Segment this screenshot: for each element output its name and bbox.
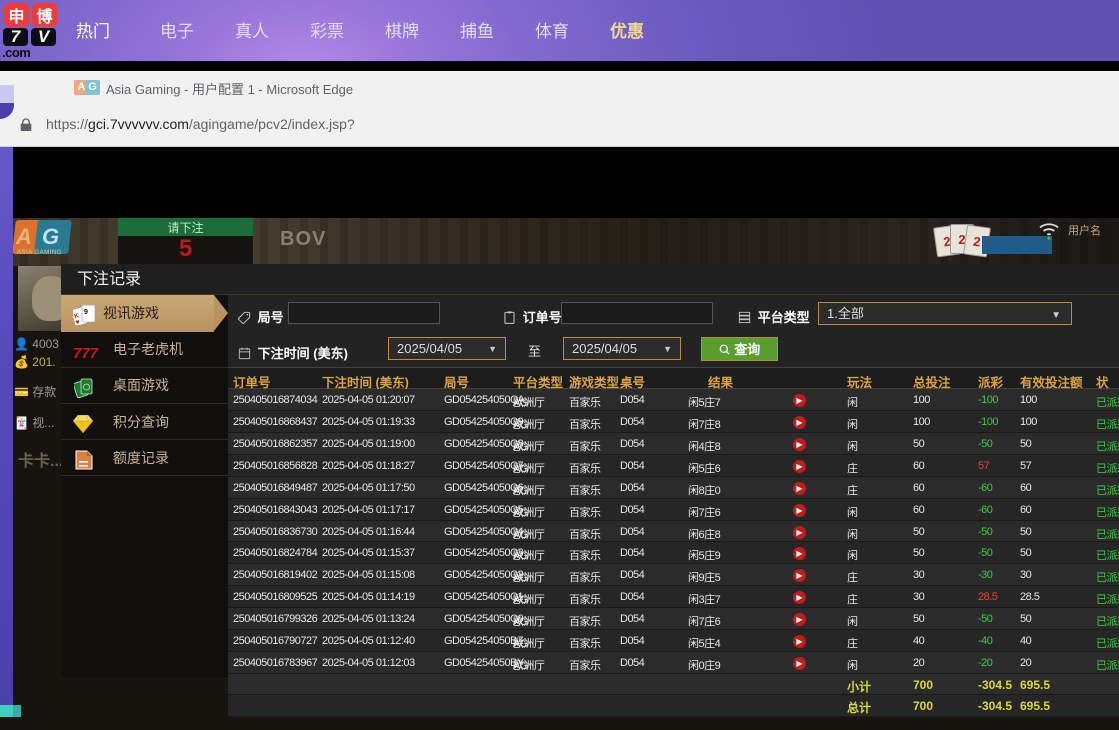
svg-text:9: 9 bbox=[84, 309, 88, 316]
svg-text:777: 777 bbox=[73, 345, 99, 361]
